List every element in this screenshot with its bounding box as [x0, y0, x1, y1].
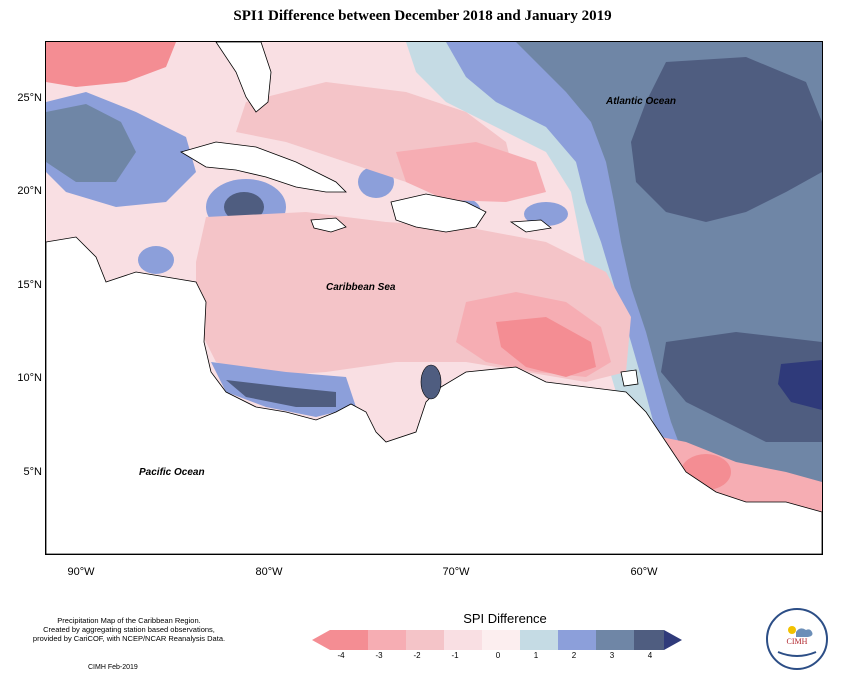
map-description: Precipitation Map of the Caribbean Regio…	[14, 616, 244, 643]
scale-segment	[520, 630, 558, 650]
color-scale-bar	[312, 630, 682, 650]
florida-dry-zone	[46, 42, 176, 87]
cuba-wet-zone	[224, 192, 264, 222]
sun-icon	[777, 626, 817, 657]
puertorico-land	[509, 219, 552, 233]
scale-segment	[596, 630, 634, 650]
legend-tick: 0	[495, 651, 501, 660]
lake-maracaibo	[420, 364, 442, 400]
lat-tick-label: 5°N	[23, 466, 42, 478]
caribbean-sea-label: Caribbean Sea	[326, 282, 396, 293]
hispaniola-land	[390, 193, 487, 233]
central-america-wet-zone	[226, 380, 336, 407]
legend-title: SPI Difference	[463, 611, 547, 626]
scale-segment	[634, 630, 664, 650]
spi-difference-map: Atlantic Ocean Caribbean Sea Pacific Oce…	[46, 42, 822, 554]
cuba-land	[180, 141, 347, 193]
lat-tick-label: 15°N	[17, 279, 42, 291]
map-title: SPI1 Difference between December 2018 an…	[233, 8, 612, 24]
lon-tick-label: 90°W	[67, 566, 95, 578]
lon-tick-label: 70°W	[442, 566, 470, 578]
legend-tick: 2	[571, 651, 577, 660]
legend-tick: 4	[647, 651, 653, 660]
credit-date: CIMH Feb-2019	[88, 664, 138, 671]
description-line: Precipitation Map of the Caribbean Regio…	[57, 616, 201, 625]
pacific-ocean-label: Pacific Ocean	[139, 467, 205, 478]
gulf-wet-zone	[46, 104, 136, 182]
scale-segment	[482, 630, 520, 650]
scale-arrow-low	[312, 630, 330, 650]
scale-segment	[444, 630, 482, 650]
honduras-wet-zone	[138, 246, 174, 274]
scale-segment	[368, 630, 406, 650]
legend-tick: -2	[413, 651, 421, 660]
description-line: provided by CariCOF, with NCEP/NCAR Rean…	[32, 634, 226, 643]
lon-tick-label: 60°W	[630, 566, 658, 578]
caribbean-dry-zone	[496, 317, 596, 377]
atlantic-wet-zone	[661, 332, 822, 442]
legend-tick: -4	[337, 651, 345, 660]
florida-land	[215, 42, 272, 113]
cimh-logo: CIMH	[766, 608, 828, 670]
legend-tick: 3	[609, 651, 615, 660]
lat-tick-label: 10°N	[17, 372, 42, 384]
scale-segment	[558, 630, 596, 650]
trinidad-land	[620, 369, 639, 387]
legend-tick-row: -4 -3 -2 -1 0 1 2 3 4	[0, 651, 845, 663]
description-line: Created by aggregating station based obs…	[43, 625, 215, 634]
hispaniola-dry-zone	[396, 142, 546, 202]
atlantic-ocean-label: Atlantic Ocean	[605, 96, 676, 107]
atlantic-wet-zone	[631, 57, 822, 222]
lon-tick-label: 80°W	[255, 566, 283, 578]
scale-segment	[406, 630, 444, 650]
lat-tick-label: 20°N	[17, 185, 42, 197]
logo-text: CIMH	[786, 637, 808, 646]
legend-tick: 1	[533, 651, 539, 660]
scale-arrow-high	[664, 630, 682, 650]
legend-tick: -1	[451, 651, 459, 660]
lat-tick-label: 25°N	[17, 92, 42, 104]
legend-tick: -3	[375, 651, 383, 660]
atlantic-wet-zone	[778, 360, 822, 410]
scale-segment	[330, 630, 368, 650]
jamaica-land	[310, 217, 347, 233]
map-panel: Atlantic Ocean Caribbean Sea Pacific Oce…	[45, 41, 823, 555]
